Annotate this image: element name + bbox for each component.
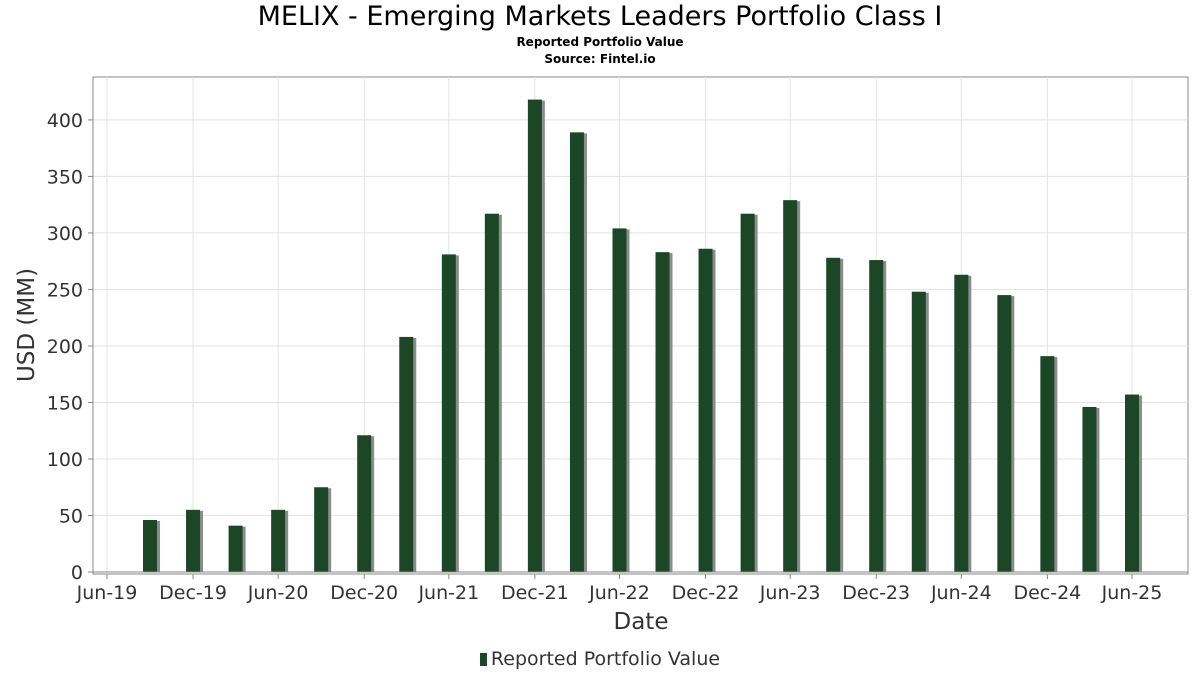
bar — [399, 336, 414, 572]
bar — [569, 132, 584, 572]
y-tick-label: 200 — [47, 336, 83, 358]
bar — [826, 257, 841, 572]
bar — [314, 487, 329, 572]
x-axis-title: Date — [614, 609, 669, 635]
x-tick-label: Dec-22 — [672, 582, 740, 604]
chart-source: Source: Fintel.io — [544, 52, 656, 66]
y-tick-label: 150 — [47, 392, 83, 414]
bar — [783, 200, 798, 572]
legend-label: Reported Portfolio Value — [490, 648, 721, 670]
bar — [441, 254, 456, 572]
bar — [527, 99, 542, 572]
bar — [740, 213, 755, 572]
x-tick-label: Jun-20 — [247, 582, 309, 604]
x-tick-label: Jun-22 — [588, 582, 650, 604]
x-tick-label: Jun-25 — [1101, 582, 1163, 604]
x-tick-label: Jun-24 — [930, 582, 992, 604]
x-tick-label: Dec-20 — [330, 582, 398, 604]
x-tick-label: Jun-23 — [759, 582, 821, 604]
y-tick-label: 250 — [47, 279, 83, 301]
y-tick-label: 0 — [71, 562, 83, 584]
x-tick-label: Dec-23 — [842, 582, 910, 604]
bar — [143, 520, 158, 572]
bar — [228, 525, 243, 572]
x-tick-label: Jun-21 — [417, 582, 479, 604]
bar — [1082, 406, 1097, 572]
y-tick-label: 100 — [47, 449, 83, 471]
bar — [698, 248, 713, 573]
bar — [612, 228, 627, 572]
bar — [869, 260, 884, 572]
bar — [186, 509, 201, 572]
bar — [271, 509, 286, 572]
y-tick-label: 400 — [47, 110, 83, 132]
bar — [997, 295, 1012, 572]
bar — [1040, 356, 1055, 572]
x-tick-label: Jun-19 — [76, 582, 138, 604]
legend-swatch — [479, 653, 487, 666]
y-tick-label: 50 — [59, 505, 83, 527]
bar — [954, 274, 969, 572]
chart-subtitle: Reported Portfolio Value — [516, 35, 684, 49]
chart-title: MELIX - Emerging Markets Leaders Portfol… — [257, 1, 943, 32]
bars-group — [143, 99, 1142, 573]
x-tick-label: Dec-19 — [159, 582, 227, 604]
y-axis-title: USD (MM) — [14, 268, 40, 382]
y-tick-label: 350 — [47, 166, 83, 188]
bar — [655, 252, 670, 573]
bar — [357, 435, 372, 572]
bar — [1125, 394, 1139, 572]
x-tick-label: Dec-21 — [501, 582, 569, 604]
bar — [484, 213, 499, 572]
axes-group: 0 50 100 150 200 250 300 350 400 Jun-19 Dec-19 Jun-… — [14, 77, 1188, 635]
x-tick-label: Dec-24 — [1013, 582, 1081, 604]
legend: Reported Portfolio Value — [0, 648, 1200, 670]
bar — [911, 291, 926, 572]
y-tick-label: 300 — [47, 223, 83, 245]
plot-area — [92, 76, 1189, 575]
